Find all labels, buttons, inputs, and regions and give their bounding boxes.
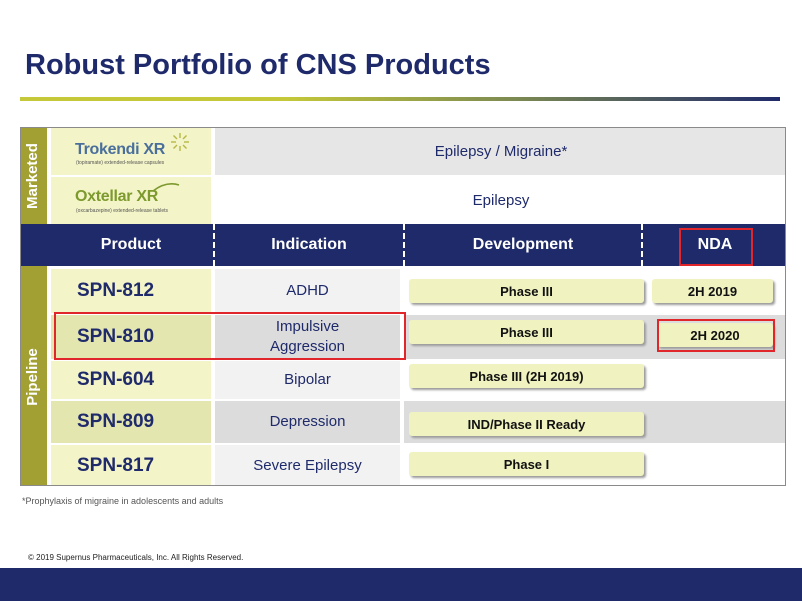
- indication-depression: Depression: [215, 401, 400, 443]
- header-divider: [213, 224, 215, 266]
- oxtellar-indication-text: Epilepsy: [472, 192, 530, 209]
- trokendi-xr-logo: Trokendi XR: [75, 141, 166, 158]
- indication-line: Aggression: [269, 338, 346, 355]
- header-development: Development: [472, 236, 574, 253]
- trokendi-logo-cell: Trokendi XR (topiramate) extended-releas…: [51, 128, 211, 175]
- header-divider: [641, 224, 643, 266]
- product-spn-810: SPN-810: [51, 315, 211, 359]
- marketed-side-label: Marketed: [24, 143, 41, 209]
- indication-adhd: ADHD: [215, 269, 400, 313]
- spn-810-row-highlight: [54, 312, 406, 360]
- product-spn-812: SPN-812: [51, 269, 211, 313]
- table-header: Product Indication Development NDA: [47, 224, 785, 266]
- oxtellar-indication: Epilepsy: [215, 177, 785, 224]
- product-spn-809: SPN-809: [51, 401, 211, 443]
- oxtellar-logo-subtitle: (oxcarbazepine) extended-release tablets: [76, 208, 168, 214]
- product-spn-817: SPN-817: [51, 445, 211, 485]
- nda-header-highlight: [679, 228, 753, 266]
- oxtellar-logo-cell: Oxtellar XR (oxcarbazepine) extended-rel…: [51, 177, 211, 224]
- development-pill: Phase III: [409, 320, 644, 344]
- indication-impulsive-aggression: Impulsive Aggression: [215, 315, 400, 359]
- header-divider: [403, 224, 405, 266]
- page-title: Robust Portfolio of CNS Products: [25, 49, 491, 81]
- indication-severe-epilepsy: Severe Epilepsy: [215, 445, 400, 485]
- portfolio-table: Marketed Trokendi XR (topiramate) extend…: [20, 127, 786, 486]
- product-spn-604: SPN-604: [51, 361, 211, 399]
- header-indication: Indication: [271, 236, 347, 253]
- footnote: *Prophylaxis of migraine in adolescents …: [22, 496, 224, 506]
- header-left-pad: [21, 224, 47, 266]
- development-pill: IND/Phase II Ready: [409, 412, 644, 436]
- development-pill: Phase I: [409, 452, 644, 476]
- indication-bipolar: Bipolar: [215, 361, 400, 399]
- development-pill: Phase III: [409, 279, 644, 303]
- trokendi-indication: Epilepsy / Migraine*: [215, 128, 785, 175]
- nda-pill: 2H 2019: [652, 279, 773, 303]
- trokendi-sunburst-icon: [171, 133, 189, 151]
- footer-bar: [0, 568, 802, 601]
- header-nda: NDA: [697, 236, 733, 253]
- nda-pill: 2H 2020: [657, 323, 773, 347]
- marketed-side-bar: [21, 128, 47, 224]
- trokendi-logo-subtitle: (topiramate) extended-release capsules: [76, 160, 165, 166]
- title-underline: [20, 97, 780, 101]
- header-product: Product: [100, 236, 162, 253]
- pipeline-side-bar: [21, 266, 47, 485]
- pipeline-side-label: Pipeline: [24, 348, 41, 406]
- trokendi-indication-text: Epilepsy / Migraine*: [434, 143, 568, 160]
- nda-2h-2020-highlight: [657, 319, 775, 352]
- development-pill: Phase III (2H 2019): [409, 364, 644, 388]
- oxtellar-xr-logo: Oxtellar XR: [75, 188, 158, 205]
- oxtellar-swoosh-icon: [152, 183, 180, 192]
- copyright: © 2019 Supernus Pharmaceuticals, Inc. Al…: [28, 553, 244, 562]
- indication-line: Impulsive: [275, 318, 340, 335]
